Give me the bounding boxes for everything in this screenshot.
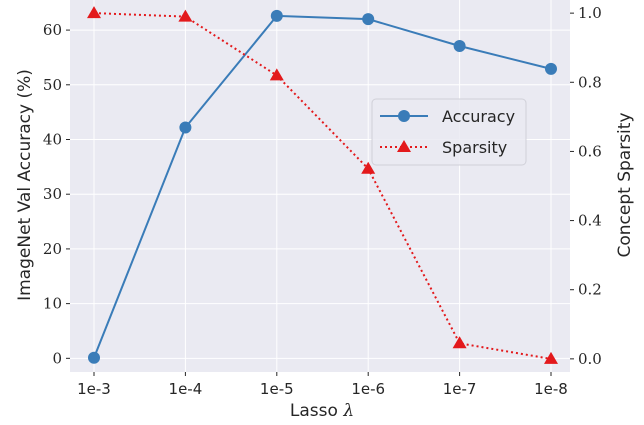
x-tick-label: 1e-7 — [443, 380, 477, 398]
y-axis-right-title: Concept Sparsity — [615, 112, 635, 257]
legend-sparsity-marker — [397, 140, 411, 152]
sparsity-point — [544, 351, 558, 364]
accuracy-point — [453, 39, 466, 52]
sparsity-point — [361, 161, 376, 174]
right-axis-ticks: 0.0 0.2 0.4 0.6 0.8 1.0 — [570, 4, 602, 368]
sparsity-series-line — [93, 12, 552, 360]
left-tick-label: 10 — [43, 295, 62, 313]
sparsity-point — [87, 6, 101, 19]
left-tick-label: 40 — [43, 131, 62, 149]
x-tick-label: 1e-4 — [169, 380, 203, 398]
left-tick-label: 50 — [43, 76, 62, 94]
right-tick-label: 1.0 — [578, 4, 602, 22]
sparsity-point — [178, 9, 193, 22]
y-axis-left-title: ImageNet Val Accuracy (%) — [15, 69, 35, 301]
series-layer — [87, 6, 558, 364]
left-tick-label: 0 — [52, 349, 62, 367]
legend-accuracy-marker — [398, 110, 410, 122]
left-tick-label: 30 — [43, 185, 62, 203]
x-tick-label: 1e-3 — [77, 380, 111, 398]
legend: Accuracy Sparsity — [371, 98, 527, 166]
right-tick-label: 0.0 — [578, 350, 602, 368]
right-tick-label: 0.8 — [578, 73, 602, 91]
x-axis-ticks: 1e-3 1e-4 1e-5 1e-6 1e-7 1e-8 — [77, 372, 568, 398]
legend-sparsity-label: Sparsity — [442, 138, 507, 157]
accuracy-series-line — [93, 14, 552, 359]
x-axis-title: Lasso λ — [290, 401, 354, 421]
left-tick-label: 20 — [43, 240, 62, 258]
plot-background — [70, 0, 570, 372]
sparsity-point — [269, 68, 284, 81]
grid-lines — [70, 0, 570, 372]
accuracy-point — [545, 62, 557, 75]
right-tick-label: 0.4 — [578, 212, 602, 230]
accuracy-point — [270, 9, 283, 22]
legend-accuracy-label: Accuracy — [442, 107, 515, 126]
right-tick-label: 0.2 — [578, 281, 602, 299]
accuracy-point — [88, 351, 100, 364]
sparsity-point — [452, 336, 467, 349]
x-tick-label: 1e-5 — [260, 380, 294, 398]
left-tick-label: 60 — [43, 21, 62, 39]
right-tick-label: 0.6 — [578, 142, 602, 160]
x-tick-label: 1e-6 — [351, 380, 385, 398]
accuracy-point — [179, 121, 192, 134]
accuracy-point — [362, 13, 375, 26]
left-axis-ticks: 0 10 20 30 40 50 60 — [43, 21, 70, 367]
x-tick-label: 1e-8 — [534, 380, 568, 398]
